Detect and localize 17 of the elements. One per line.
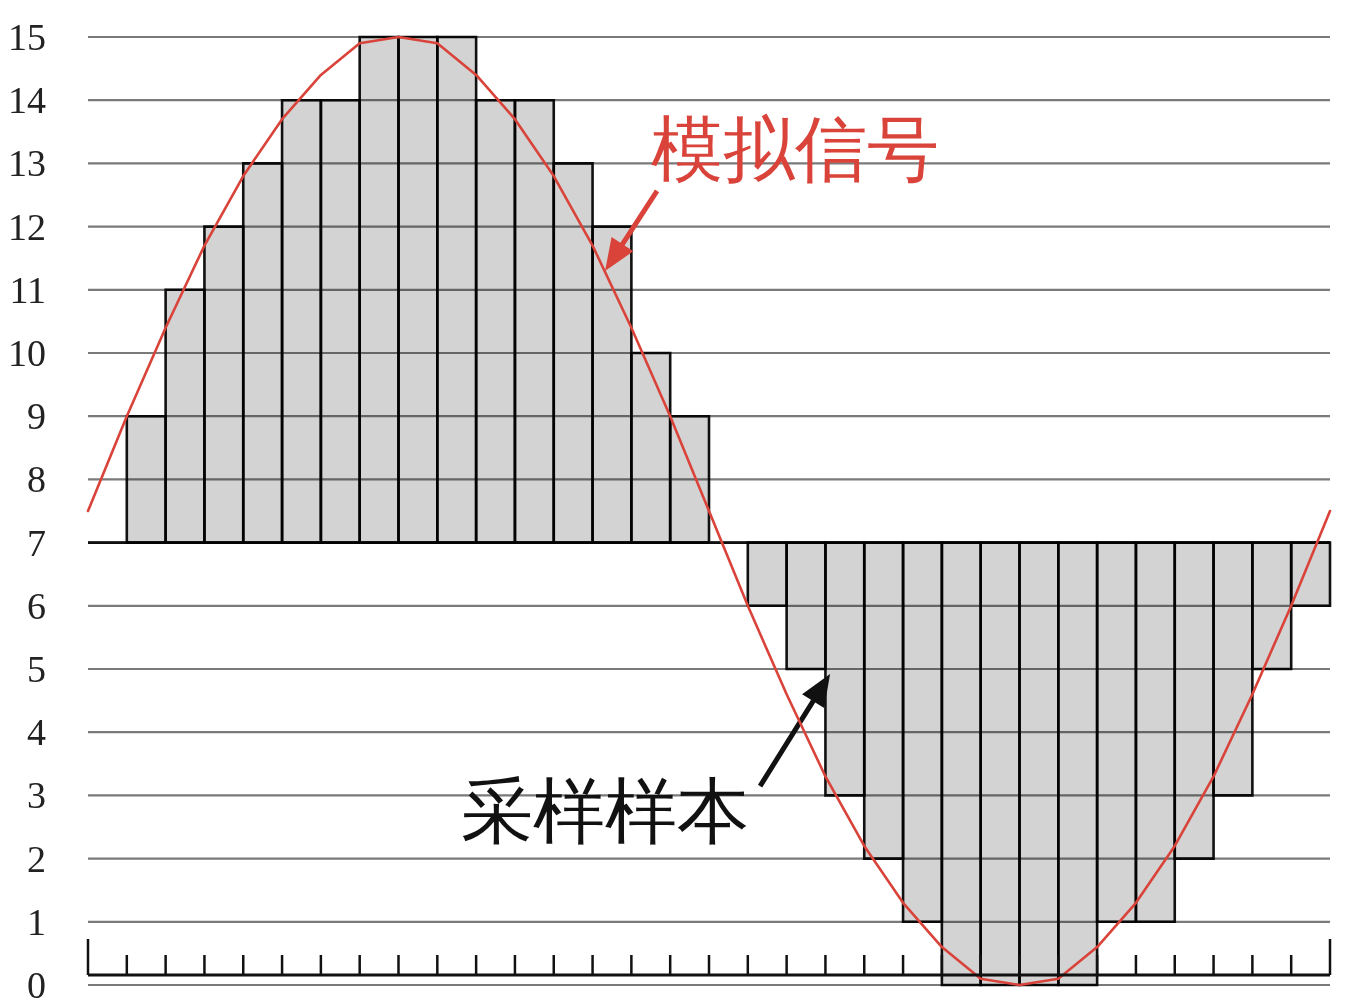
y-tick-label: 14 bbox=[8, 79, 46, 122]
y-tick-label: 15 bbox=[8, 16, 46, 58]
y-tick-label: 9 bbox=[27, 395, 46, 438]
annotation: 采样样本 bbox=[461, 769, 750, 854]
y-tick-label: 3 bbox=[27, 774, 46, 817]
y-tick-label: 12 bbox=[8, 205, 46, 248]
y-tick-label: 13 bbox=[8, 142, 46, 185]
y-tick-label: 8 bbox=[27, 458, 46, 501]
y-tick-label: 2 bbox=[27, 837, 46, 880]
y-tick-label: 1 bbox=[27, 900, 46, 943]
y-tick-label: 6 bbox=[27, 584, 46, 627]
y-tick-label: 0 bbox=[27, 964, 46, 1004]
y-tick-label: 11 bbox=[9, 268, 46, 311]
y-tick-label: 5 bbox=[27, 648, 46, 690]
y-tick-label: 4 bbox=[27, 711, 46, 754]
y-tick-label: 10 bbox=[8, 332, 46, 374]
y-tick-label: 7 bbox=[27, 521, 46, 564]
